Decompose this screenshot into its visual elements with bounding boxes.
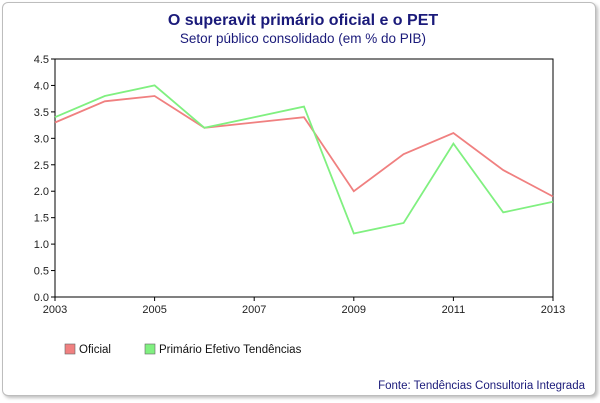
y-tick-label: 3.0 — [34, 133, 49, 145]
x-tick-label: 2013 — [541, 304, 565, 316]
legend-swatch — [145, 344, 155, 354]
y-tick-label: 4.5 — [34, 54, 49, 66]
y-tick-label: 0.5 — [34, 266, 49, 278]
y-tick-label: 2.5 — [34, 160, 49, 172]
x-tick-label: 2005 — [142, 304, 166, 316]
line-chart: O superavit primário oficial e o PET Set… — [3, 3, 600, 403]
y-tick-label: 3.5 — [34, 107, 49, 119]
y-tick-label: 0.0 — [34, 292, 49, 304]
x-tick-label: 2009 — [342, 304, 366, 316]
legend: Oficial Primário Efetivo Tendências — [65, 344, 302, 356]
y-tick-label: 1.0 — [34, 239, 49, 251]
chart-card: O superavit primário oficial e o PET Set… — [2, 2, 596, 396]
y-tick-label: 1.5 — [34, 213, 49, 225]
x-tick-label: 2007 — [242, 304, 266, 316]
chart-source: Fonte: Tendências Consultoria Integrada — [378, 380, 586, 392]
y-tick-label: 4.0 — [34, 80, 49, 92]
y-tick-label: 2.0 — [34, 186, 49, 198]
chart-subtitle: Setor público consolidado (em % do PIB) — [180, 31, 426, 46]
legend-label: Oficial — [79, 344, 111, 356]
chart-title: O superavit primário oficial e o PET — [168, 12, 439, 29]
legend-label: Primário Efetivo Tendências — [159, 344, 302, 356]
x-tick-label: 2011 — [442, 304, 466, 316]
x-tick-label: 2003 — [43, 304, 67, 316]
legend-swatch — [65, 344, 75, 354]
